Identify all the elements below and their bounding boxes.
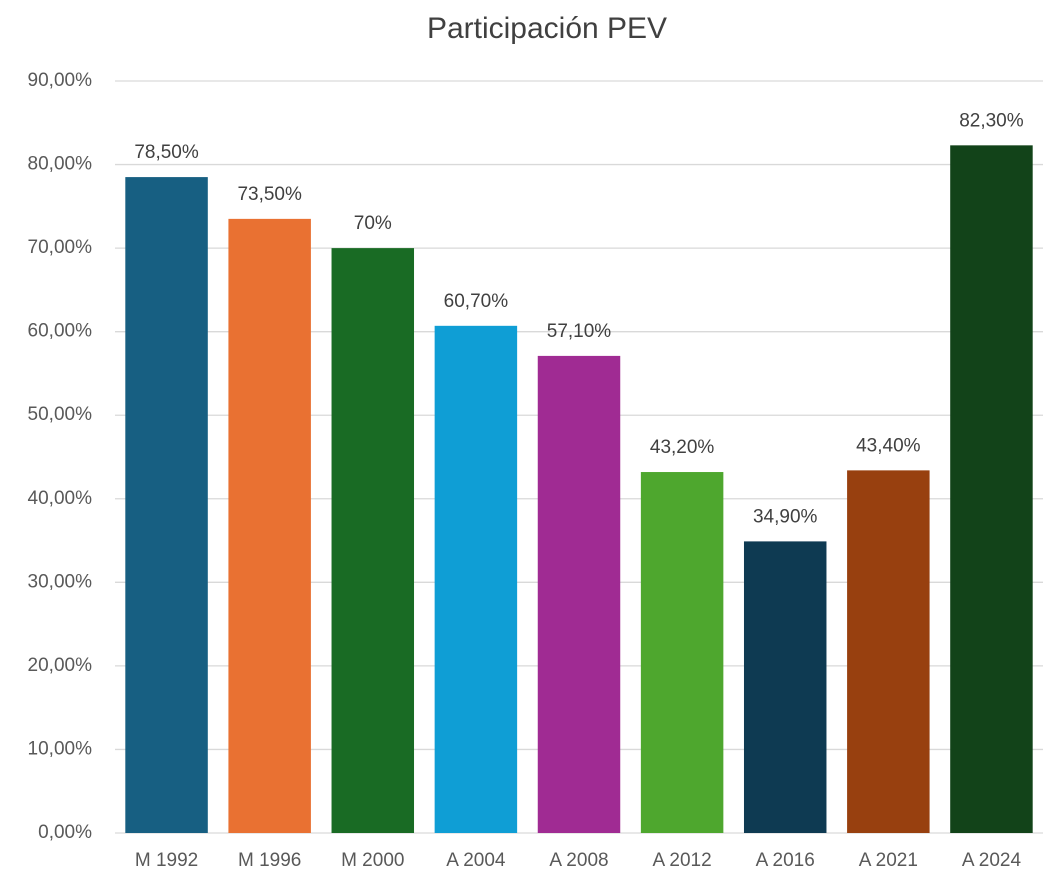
bar: [125, 177, 208, 834]
bar: [640, 472, 724, 833]
bar: [950, 145, 1033, 834]
x-tick-label: A 2004: [446, 850, 506, 871]
y-tick-label: 10,00%: [28, 738, 93, 759]
y-tick-label: 60,00%: [28, 321, 93, 342]
x-tick-label: A 2008: [549, 850, 608, 871]
bar: [228, 218, 311, 833]
y-tick-label: 30,00%: [28, 571, 93, 592]
x-tick-label: M 1992: [135, 850, 198, 871]
bar: [847, 470, 930, 833]
x-tick-label: A 2021: [859, 850, 918, 871]
bar: [743, 541, 827, 833]
data-label: 34,90%: [753, 506, 818, 527]
y-tick-label: 20,00%: [28, 655, 93, 676]
data-label: 43,40%: [856, 435, 921, 456]
y-tick-label: 70,00%: [28, 237, 93, 258]
y-tick-label: 0,00%: [38, 822, 92, 843]
bar: [434, 325, 518, 833]
x-tick-label: A 2016: [756, 850, 815, 871]
bar: [331, 248, 415, 834]
y-tick-label: 90,00%: [28, 70, 93, 91]
x-tick-label: M 2000: [341, 850, 404, 871]
data-label: 82,30%: [959, 110, 1024, 131]
data-label: 43,20%: [650, 437, 715, 458]
data-label: 60,70%: [444, 291, 509, 312]
x-tick-label: A 2012: [653, 850, 712, 871]
data-label: 78,50%: [134, 142, 199, 163]
x-tick-label: M 1996: [238, 850, 301, 871]
x-tick-label: A 2024: [962, 850, 1022, 871]
data-label: 57,10%: [547, 321, 612, 342]
bar: [537, 355, 621, 833]
data-label: 70%: [354, 213, 392, 234]
y-tick-label: 80,00%: [28, 154, 93, 175]
data-label: 73,50%: [237, 184, 302, 205]
chart-title: Participación PEV: [427, 12, 667, 45]
y-tick-label: 50,00%: [28, 404, 93, 425]
y-tick-label: 40,00%: [28, 488, 93, 509]
